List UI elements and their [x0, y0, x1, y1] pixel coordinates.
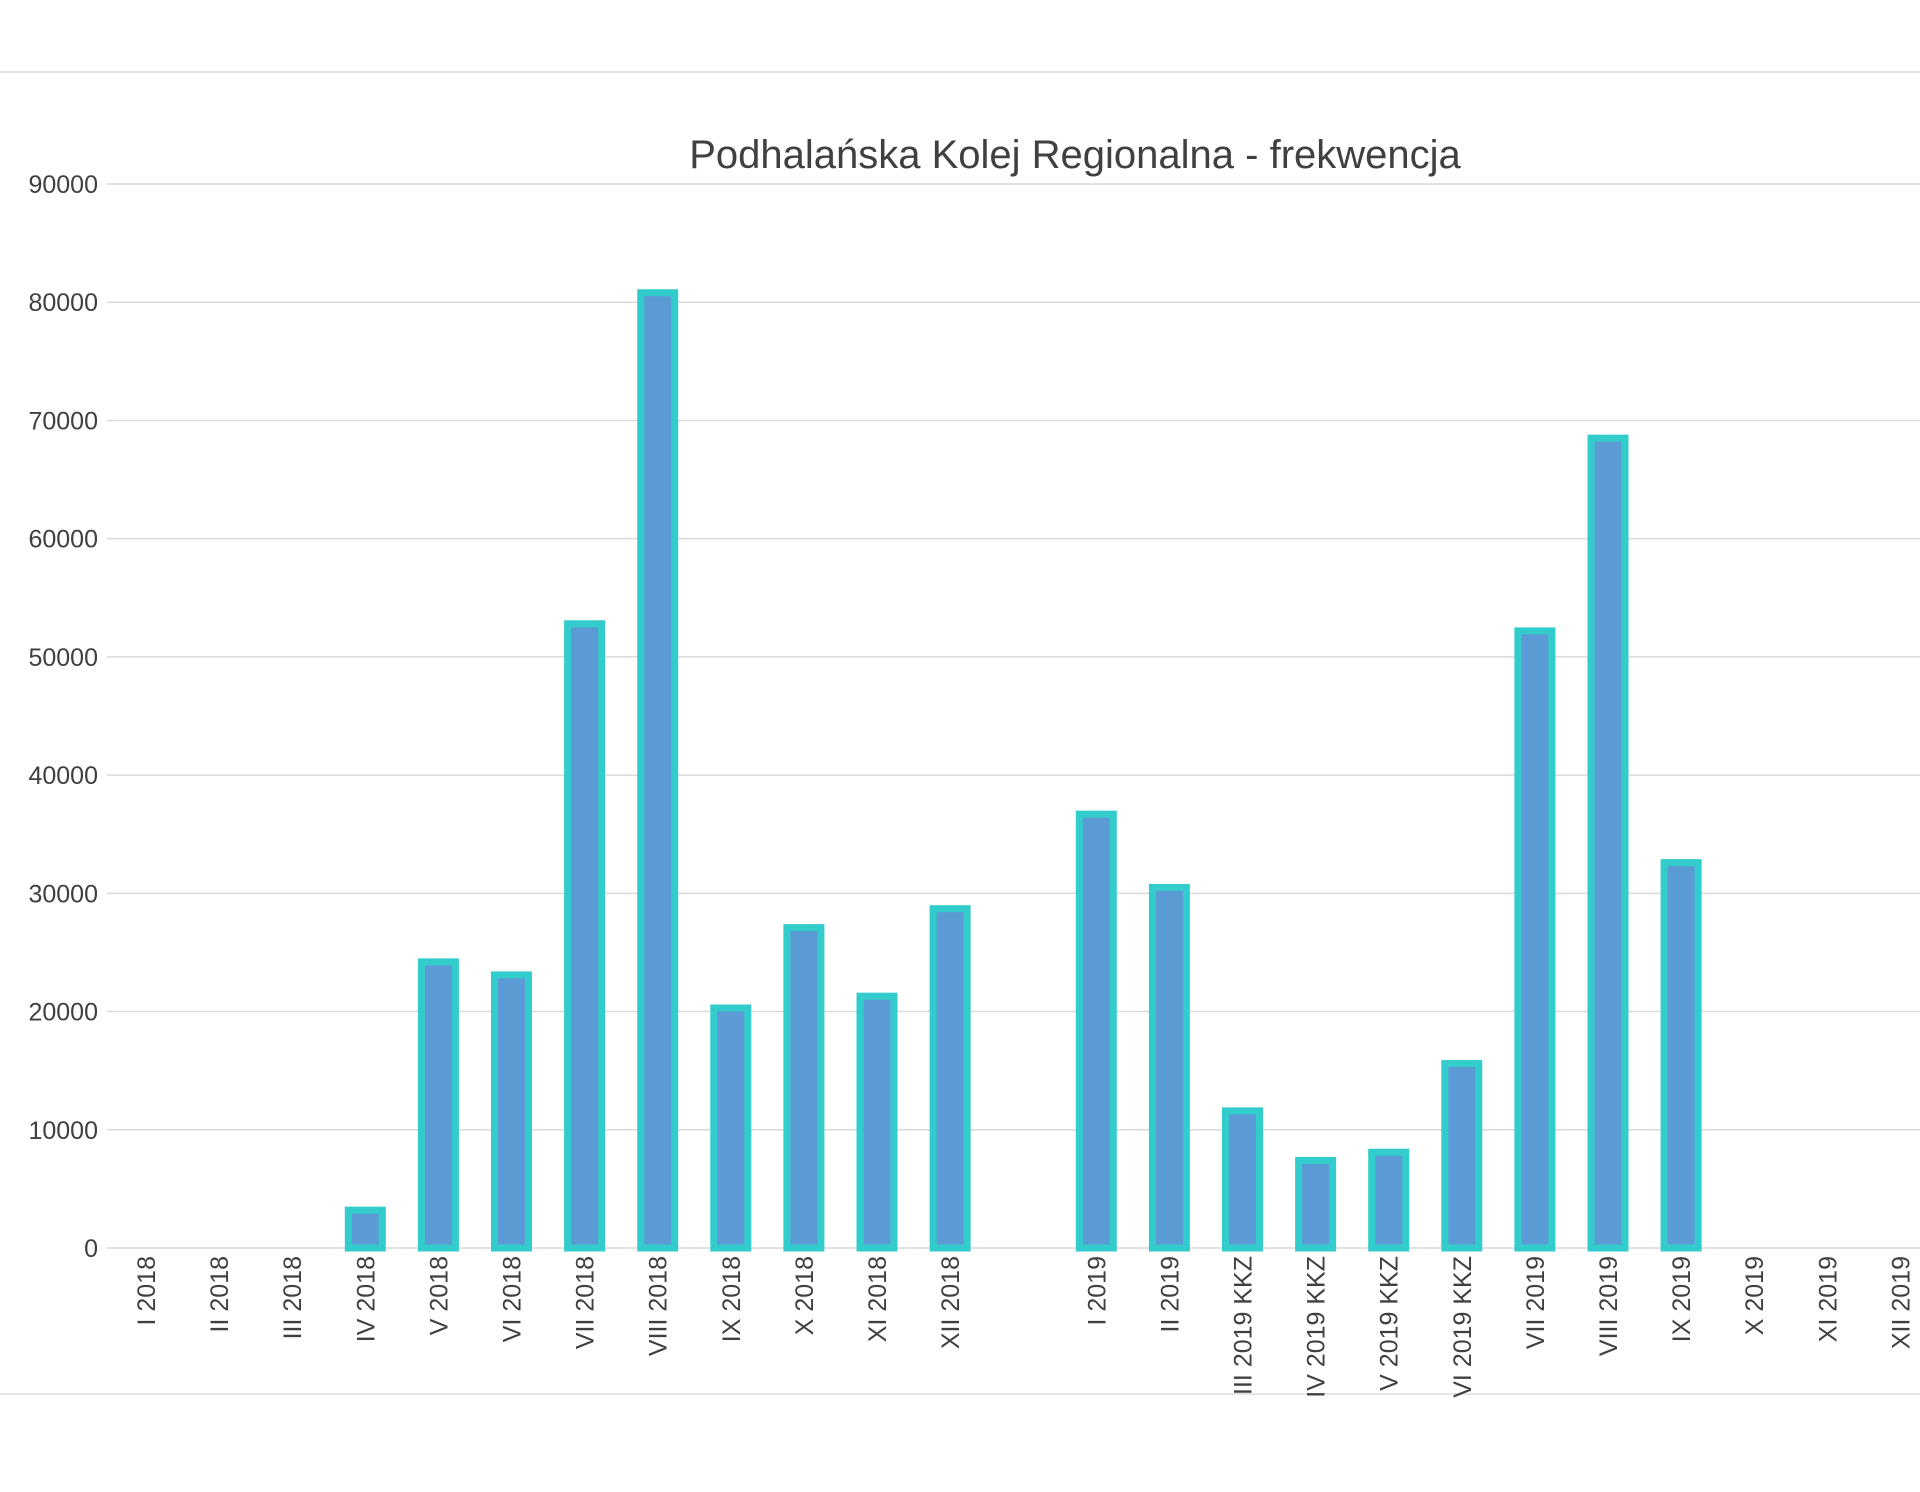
x-tick-label: VIII 2018 — [645, 1256, 673, 1356]
bar-vi-2019-kkz — [1441, 1060, 1483, 1252]
bar-iv-2018 — [344, 1206, 386, 1252]
x-tick-label: XII 2019 — [1887, 1256, 1915, 1349]
x-tick-label: II 2019 — [1156, 1256, 1184, 1332]
x-tick-label: XII 2018 — [937, 1256, 965, 1349]
x-tick-label: V 2018 — [425, 1256, 453, 1335]
x-tick-label: V 2019 KKZ — [1376, 1256, 1404, 1391]
y-tick-label: 20000 — [28, 999, 98, 1027]
x-tick-label: XI 2018 — [864, 1256, 892, 1342]
x-tick-label: III 2018 — [279, 1256, 307, 1339]
x-tick-label: X 2018 — [791, 1256, 819, 1335]
bar-iv-2019-kkz — [1295, 1157, 1337, 1252]
bar-i-2019 — [1075, 810, 1117, 1252]
x-tick-label: IV 2019 KKZ — [1303, 1256, 1331, 1398]
bar-x-2018 — [783, 924, 825, 1252]
bar-v-2019-kkz — [1368, 1148, 1410, 1252]
bar-xii-2018 — [929, 905, 971, 1252]
x-axis-ticks: I 2018 II 2018 III 2018 IV 2018 V 2018 VI 201… — [133, 1256, 1915, 1398]
y-tick-label: 10000 — [28, 1117, 98, 1145]
bars — [344, 289, 1702, 1252]
x-tick-label: I 2018 — [133, 1256, 161, 1326]
y-axis-ticks: 0 10000 20000 30000 40000 50000 60000 70000 8000… — [28, 171, 98, 1263]
y-tick-label: 90000 — [28, 171, 98, 199]
y-tick-label: 30000 — [28, 880, 98, 908]
grid-lines — [107, 183, 1920, 1249]
y-tick-label: 80000 — [28, 289, 98, 317]
x-tick-label: I 2019 — [1083, 1256, 1111, 1326]
x-tick-label: IX 2019 — [1668, 1256, 1696, 1342]
bar-v-2018 — [417, 958, 459, 1252]
bar-iii-2019-kkz — [1222, 1107, 1263, 1252]
bar-xi-2018 — [856, 992, 898, 1252]
chart-title: Podhalańska Kolej Regionalna - frekwencj… — [689, 133, 1461, 177]
bar-vi-2018 — [491, 971, 532, 1252]
x-tick-label: IX 2018 — [718, 1256, 746, 1342]
y-tick-label: 0 — [84, 1235, 98, 1263]
bar-vii-2019 — [1514, 627, 1556, 1252]
y-tick-label: 40000 — [28, 762, 98, 790]
x-tick-label: XI 2019 — [1814, 1256, 1842, 1342]
bar-viii-2019 — [1587, 434, 1629, 1252]
y-tick-label: 50000 — [28, 644, 98, 672]
bar-ix-2019 — [1660, 859, 1702, 1252]
x-tick-label: X 2019 — [1741, 1256, 1769, 1335]
bar-viii-2018 — [637, 289, 679, 1252]
x-tick-label: VI 2018 — [499, 1256, 527, 1342]
bar-ii-2019 — [1148, 883, 1190, 1252]
x-tick-label: VI 2019 KKZ — [1449, 1256, 1477, 1398]
x-tick-label: III 2019 KKZ — [1230, 1256, 1258, 1395]
x-tick-label: II 2018 — [206, 1256, 234, 1332]
y-tick-label: 60000 — [28, 526, 98, 554]
x-tick-label: IV 2018 — [352, 1256, 380, 1342]
bar-vii-2018 — [564, 620, 606, 1252]
bar-ix-2018 — [710, 1004, 752, 1252]
y-tick-label: 70000 — [28, 407, 98, 435]
x-tick-label: VII 2019 — [1522, 1256, 1550, 1349]
x-tick-label: VIII 2019 — [1595, 1256, 1623, 1356]
x-tick-label: VII 2018 — [572, 1256, 600, 1349]
